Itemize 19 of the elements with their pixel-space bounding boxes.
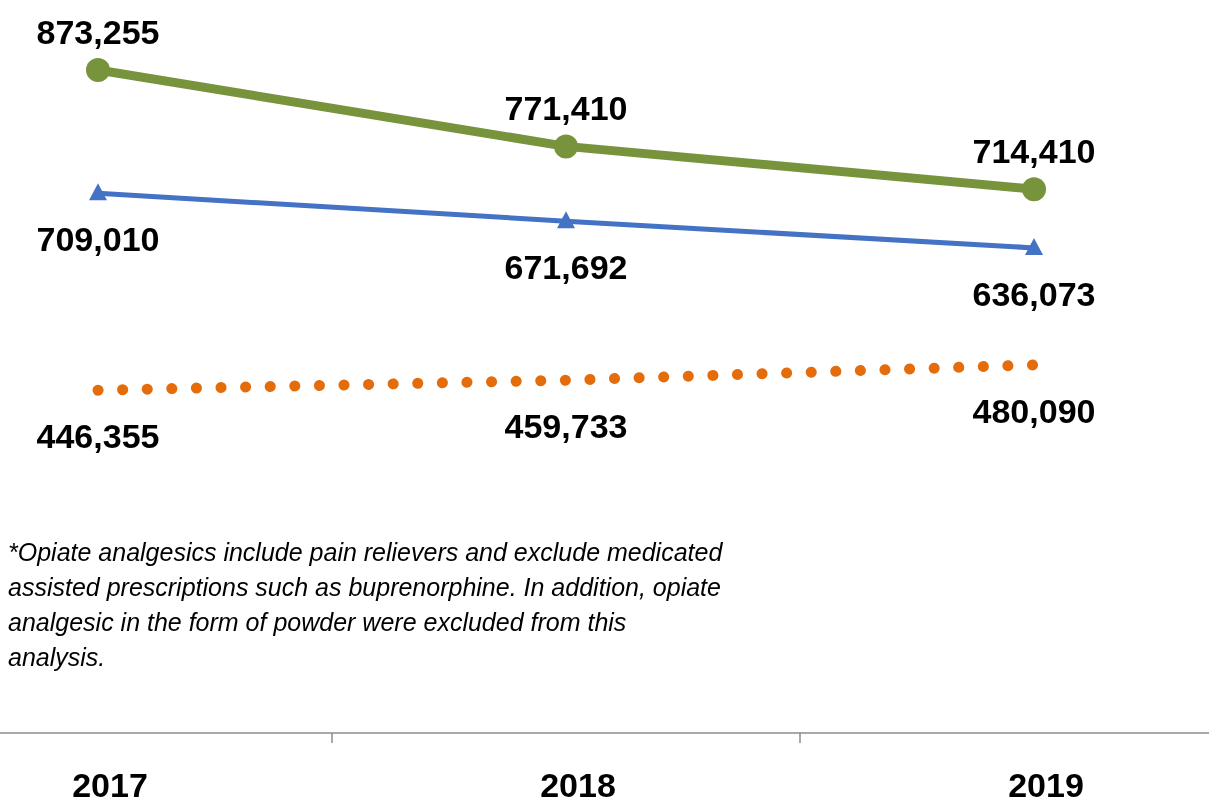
x-tick-label: 2019 <box>1008 766 1084 804</box>
data-label: 636,073 <box>972 274 1096 313</box>
point <box>1025 237 1043 255</box>
data-label: 480,090 <box>972 391 1096 430</box>
text: *Opiate analgesics include pain relievers and exclude medicated assisted prescriptions such as buprenorphine. In addition, opiate analgesic in the form of powder were excluded from this analysis. <box>8 537 724 673</box>
point <box>557 211 575 229</box>
x-tick-label: 2017 <box>72 766 148 804</box>
data-label: 771,410 <box>504 89 628 128</box>
point <box>89 183 107 201</box>
point <box>86 58 110 82</box>
data-label: 446,355 <box>36 417 160 456</box>
x-tick-label: 2018 <box>540 766 616 804</box>
point <box>1022 177 1046 202</box>
data-label: 714,410 <box>972 132 1096 171</box>
data-label: 671,692 <box>504 248 628 287</box>
data-label: 709,010 <box>36 220 160 259</box>
data-label: 873,255 <box>36 13 160 51</box>
point <box>554 134 578 159</box>
data-label: 459,733 <box>504 407 628 446</box>
